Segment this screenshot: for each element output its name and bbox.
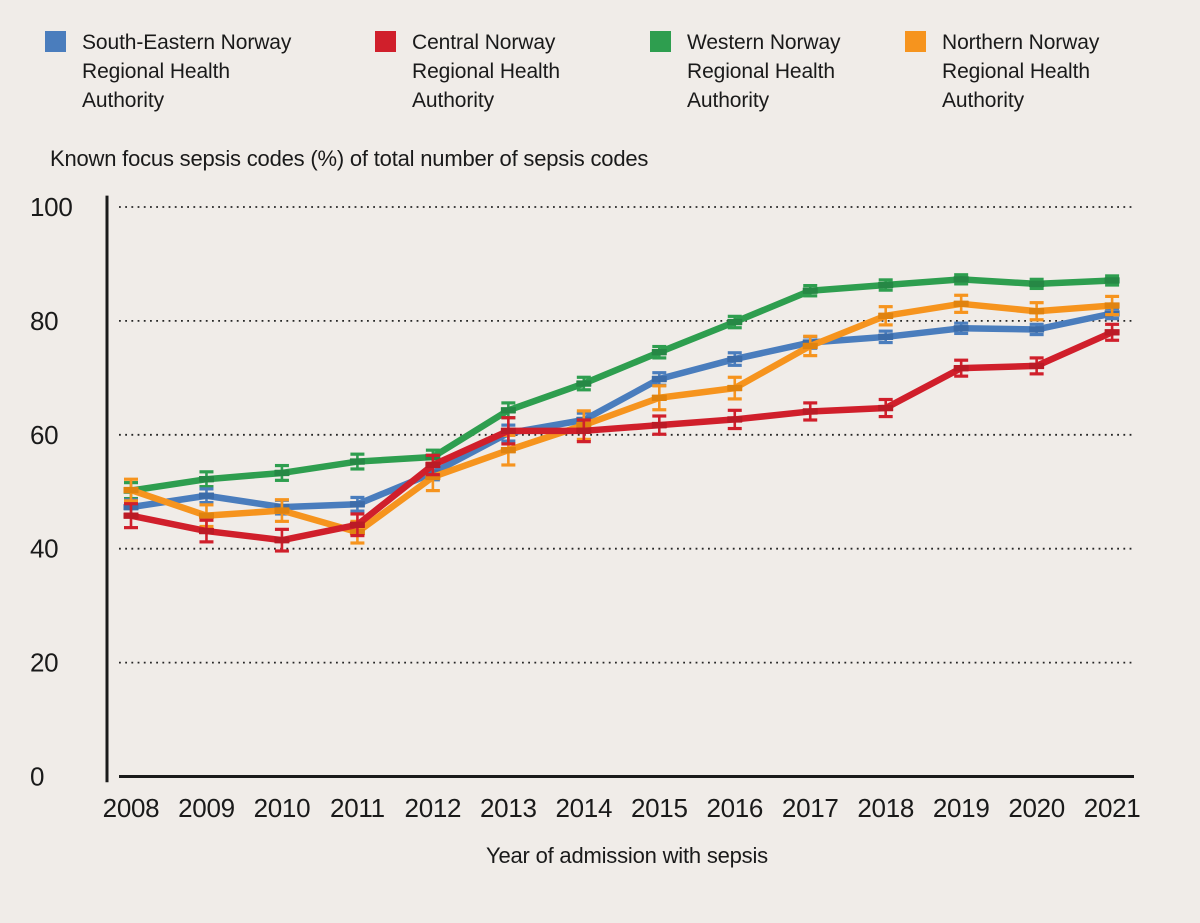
- legend-label: Northern Norway Regional Health Authorit…: [942, 31, 1100, 112]
- legend-swatch-northern: [905, 31, 926, 52]
- svg-text:2009: 2009: [178, 793, 235, 823]
- legend-swatch-western: [650, 31, 671, 52]
- legend-label: Central Norway Regional Health Authority: [412, 31, 560, 112]
- x-axis-title: Year of admission with sepsis: [486, 843, 768, 868]
- svg-text:2018: 2018: [857, 793, 914, 823]
- svg-text:60: 60: [30, 420, 58, 450]
- svg-text:100: 100: [30, 192, 72, 222]
- svg-text:0: 0: [30, 762, 44, 792]
- legend-item-south-eastern: South-Eastern Norway Regional Health Aut…: [45, 28, 307, 115]
- svg-text:2012: 2012: [405, 793, 462, 823]
- svg-text:2021: 2021: [1084, 793, 1141, 823]
- series-central-norway-regional-health-authority: [123, 322, 1120, 553]
- svg-text:2014: 2014: [555, 793, 612, 823]
- svg-text:40: 40: [30, 534, 58, 564]
- legend-item-northern: Northern Norway Regional Health Authorit…: [905, 28, 1167, 115]
- gridlines: [119, 206, 1134, 664]
- svg-text:80: 80: [30, 306, 58, 336]
- legend-item-western: Western Norway Regional Health Authority: [650, 28, 912, 115]
- legend-item-central: Central Norway Regional Health Authority: [375, 28, 637, 115]
- svg-text:2011: 2011: [330, 793, 385, 823]
- svg-text:2008: 2008: [103, 793, 160, 823]
- svg-text:2016: 2016: [706, 793, 763, 823]
- svg-text:2013: 2013: [480, 793, 537, 823]
- svg-text:2015: 2015: [631, 793, 688, 823]
- series-western-norway-regional-health-authority: [123, 273, 1120, 501]
- legend: South-Eastern Norway Regional Health Aut…: [0, 28, 1200, 138]
- svg-text:2010: 2010: [254, 793, 311, 823]
- legend-label: Western Norway Regional Health Authority: [687, 31, 841, 112]
- svg-text:2017: 2017: [782, 793, 839, 823]
- series-northern-norway-regional-health-authority: [123, 293, 1120, 545]
- legend-swatch-central: [375, 31, 396, 52]
- x-tick-labels: 2008 2009 2010 2011 2012 2013 2014 2015 2016 2017…: [103, 793, 1141, 823]
- svg-text:2019: 2019: [933, 793, 990, 823]
- chart-title: Known focus sepsis codes (%) of total nu…: [50, 146, 649, 171]
- legend-label: South-Eastern Norway Regional Health Aut…: [82, 31, 292, 112]
- svg-text:2020: 2020: [1008, 793, 1065, 823]
- legend-swatch-south-eastern: [45, 31, 66, 52]
- y-tick-labels: 0 20 40 60 80 100: [30, 192, 73, 792]
- svg-text:20: 20: [30, 648, 58, 678]
